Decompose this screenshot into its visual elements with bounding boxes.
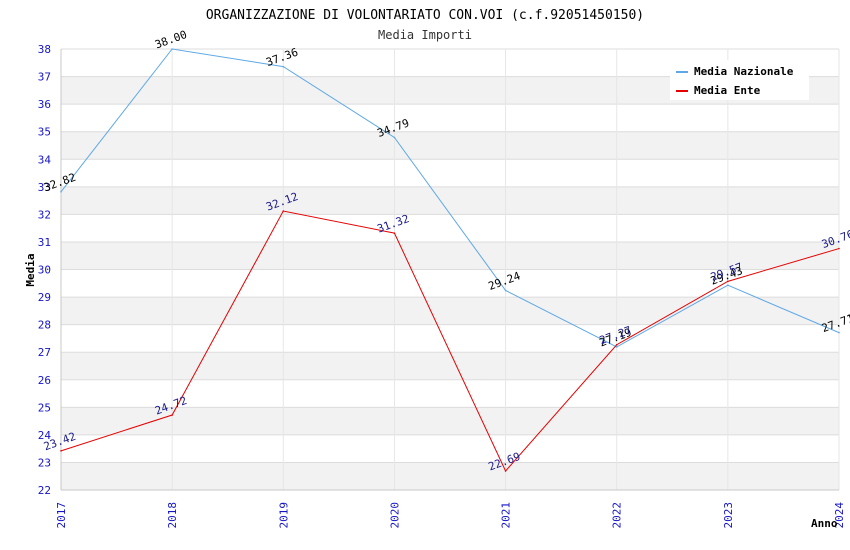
- y-axis-label: Media: [24, 253, 37, 286]
- grid-band: [61, 352, 839, 380]
- data-point: [838, 331, 840, 334]
- grid-band: [61, 241, 839, 270]
- y-tick-label: 26: [38, 374, 51, 387]
- y-tick-label: 30: [38, 264, 51, 277]
- data-point: [282, 210, 285, 212]
- grid-band: [61, 186, 839, 215]
- legend-label-media-ente: Media Ente: [694, 84, 761, 97]
- data-point: [282, 65, 285, 68]
- series-line-media-nazionale: [60, 48, 840, 348]
- y-tick-label: 24: [38, 429, 52, 442]
- data-point: [727, 284, 729, 287]
- y-tick-label: 37: [38, 71, 51, 84]
- chart-subtitle: Media Importi: [378, 28, 472, 42]
- data-point: [615, 343, 618, 346]
- y-axis-ticks: 22 23 24 25 26 27 28 29 30 31 32 33 34 35 36 37 38: [38, 43, 52, 497]
- y-tick-label: 27: [38, 346, 51, 359]
- grid-band: [61, 462, 839, 490]
- y-tick-label: 28: [38, 319, 51, 332]
- grid-band: [61, 324, 839, 353]
- grid-band: [61, 407, 839, 435]
- x-tick-label: 2020: [388, 502, 401, 529]
- y-tick-label: 35: [38, 126, 51, 139]
- y-tick-label: 29: [38, 291, 51, 304]
- x-tick-label: 2018: [166, 502, 179, 529]
- data-point: [838, 247, 840, 250]
- x-tick-label: 2019: [277, 502, 290, 529]
- data-point: [60, 190, 62, 193]
- legend: Media Nazionale Media Ente: [670, 60, 809, 100]
- grid-band: [61, 297, 839, 325]
- data-point: [393, 232, 396, 234]
- legend-label-media-nazionale: Media Nazionale: [694, 65, 794, 78]
- series-line-media-ente: [60, 210, 840, 472]
- data-point: [60, 450, 62, 452]
- y-tick-label: 36: [38, 98, 51, 111]
- y-tick-label: 38: [38, 43, 51, 56]
- grid-band: [61, 214, 839, 242]
- x-axis-ticks: 2017 2018 2019 2020 2021 2022 2023 2024: [55, 502, 846, 529]
- x-tick-label: 2024: [833, 502, 846, 529]
- grid-band: [61, 131, 839, 160]
- grid-bands: [60, 48, 840, 491]
- data-point: [171, 414, 173, 416]
- series-lines: [60, 48, 840, 472]
- data-point: [615, 346, 618, 348]
- data-point: [504, 289, 507, 292]
- legend-box: [670, 60, 809, 100]
- y-tick-label: 22: [38, 484, 51, 497]
- y-tick-label: 25: [38, 401, 51, 414]
- x-tick-label: 2023: [722, 502, 735, 529]
- data-point: [393, 136, 396, 139]
- x-tick-label: 2017: [55, 502, 68, 529]
- x-tick-label: 2021: [500, 502, 513, 529]
- data-point: [727, 280, 729, 283]
- y-tick-label: 31: [38, 236, 51, 249]
- grid-band: [61, 434, 839, 463]
- grid-band: [61, 104, 839, 132]
- chart-title: ORGANIZZAZIONE DI VOLONTARIATO CON.VOI (…: [206, 8, 644, 23]
- data-point: [171, 48, 173, 50]
- data-point: [504, 470, 507, 472]
- grid-band: [61, 159, 839, 187]
- y-tick-label: 33: [38, 181, 51, 194]
- data-label: 38.00: [153, 28, 189, 52]
- x-axis-label: Anno: [811, 517, 838, 530]
- grid-band: [61, 379, 839, 408]
- y-tick-label: 34: [38, 153, 52, 166]
- y-tick-label: 32: [38, 208, 51, 221]
- y-tick-label: 23: [38, 456, 51, 469]
- x-tick-label: 2022: [611, 502, 624, 529]
